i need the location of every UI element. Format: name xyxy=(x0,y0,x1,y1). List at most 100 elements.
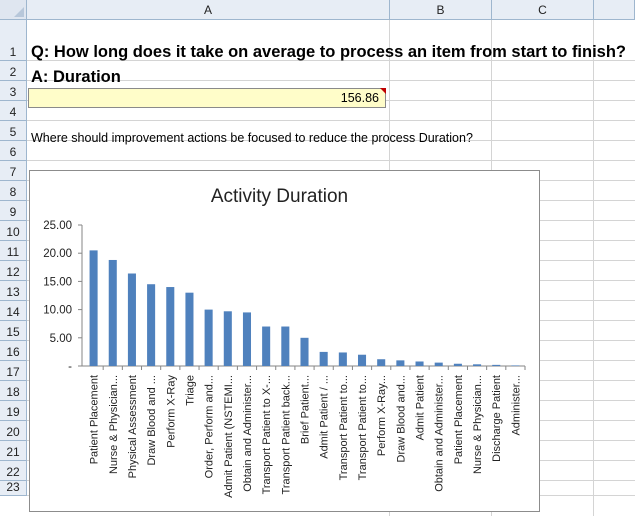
row-header-14[interactable]: 14 xyxy=(0,301,27,321)
x-tick-label: Discharge Patient xyxy=(491,375,503,462)
grid-row-line xyxy=(27,80,635,81)
bar-9 xyxy=(242,312,252,366)
row-header-1[interactable]: 1 xyxy=(0,20,27,61)
row-header-label: 7 xyxy=(9,165,17,179)
row-header-23[interactable]: 23 xyxy=(0,480,27,496)
comment-indicator-icon[interactable] xyxy=(380,88,386,94)
bar-11 xyxy=(281,326,290,366)
row-header-label: 15 xyxy=(6,325,20,339)
x-tick-label: Admit Patient / ... xyxy=(319,375,331,459)
x-tick-label: Obtain and Administer... xyxy=(242,375,254,492)
x-tick-label: Patient Placement xyxy=(453,375,465,464)
row-header-12[interactable]: 12 xyxy=(0,261,27,281)
column-header-overflow xyxy=(594,0,635,20)
row-header-8[interactable]: 8 xyxy=(0,181,27,201)
row-header-4[interactable]: 4 xyxy=(0,101,27,121)
row-header-15[interactable]: 15 xyxy=(0,321,27,341)
row-header-22[interactable]: 22 xyxy=(0,461,27,481)
bar-16 xyxy=(377,359,386,366)
bar-20 xyxy=(453,363,462,366)
bar-5 xyxy=(166,287,175,366)
row-header-16[interactable]: 16 xyxy=(0,341,27,361)
row-header-3[interactable]: 3 xyxy=(0,81,27,101)
column-header-b[interactable]: B xyxy=(390,0,492,20)
row-header-label: 19 xyxy=(6,405,20,419)
bar-14 xyxy=(338,352,347,366)
bar-1 xyxy=(89,250,98,366)
row-header-11[interactable]: 11 xyxy=(0,241,27,261)
chart-canvas: Activity Duration - 5.00 10.00 15.00 20.00 25.… xyxy=(43,186,526,498)
column-header-c[interactable]: C xyxy=(492,0,594,20)
x-tick-label: Admit Patient (NSTEMI... xyxy=(223,375,235,498)
x-tick-label: Transport Patient to... xyxy=(357,375,369,480)
row-header-label: 2 xyxy=(9,65,17,79)
y-tick-label: 25.00 xyxy=(43,220,72,232)
y-tick-label: 10.00 xyxy=(43,305,72,317)
cell-a3-duration-value[interactable]: 156.86 xyxy=(28,88,386,108)
bar-23 xyxy=(511,365,520,366)
bar-13 xyxy=(319,351,328,366)
row-header-10[interactable]: 10 xyxy=(0,221,27,241)
grid-row-line xyxy=(27,60,635,61)
column-header-a[interactable]: A xyxy=(27,0,390,20)
row-header-label: 20 xyxy=(6,425,20,439)
bar-7 xyxy=(204,309,213,366)
bar-3 xyxy=(127,273,136,366)
grid-row-line xyxy=(27,160,635,161)
grid-column-line xyxy=(593,20,594,516)
row-header-label: 4 xyxy=(9,105,17,119)
bar-18 xyxy=(415,361,424,366)
y-tick-label: 15.00 xyxy=(43,276,72,288)
row-header-label: 5 xyxy=(9,125,17,139)
row-header-label: 23 xyxy=(6,480,20,494)
x-tick-label: Nurse & Physician... xyxy=(472,375,484,474)
grid-row-line xyxy=(27,140,635,141)
x-tick-label: Draw Blood and ... xyxy=(146,375,158,466)
x-tick-label: Brief Patient... xyxy=(300,375,312,444)
row-header-label: 10 xyxy=(6,225,20,239)
x-tick-label: Triage xyxy=(184,375,196,406)
cell-a2-answer-label[interactable]: A: Duration xyxy=(31,68,121,86)
row-header-label: 1 xyxy=(9,45,17,59)
row-header-label: 3 xyxy=(9,85,17,99)
activity-duration-chart[interactable]: Activity Duration - 5.00 10.00 15.00 20.00 25.… xyxy=(29,170,540,512)
y-tick-label: 5.00 xyxy=(50,333,72,345)
row-header-2[interactable]: 2 xyxy=(0,61,27,81)
x-tick-label: Obtain and Administer... xyxy=(434,375,446,492)
row-header-21[interactable]: 21 xyxy=(0,441,27,461)
select-all-button[interactable] xyxy=(0,0,27,20)
row-header-19[interactable]: 19 xyxy=(0,401,27,421)
bar-22 xyxy=(492,364,501,366)
bar-6 xyxy=(185,292,194,366)
x-tick-label: Patient Placement xyxy=(89,375,101,464)
row-header-6[interactable]: 6 xyxy=(0,141,27,161)
row-header-13[interactable]: 13 xyxy=(0,281,27,301)
row-header-9[interactable]: 9 xyxy=(0,201,27,221)
row-header-label: 6 xyxy=(9,145,17,159)
x-tick-label: Transport Patient to X-... xyxy=(261,375,273,494)
bar-12 xyxy=(300,337,309,366)
grid-row-line xyxy=(27,120,635,121)
cell-a1-question[interactable]: Q: How long does it take on average to p… xyxy=(31,43,627,61)
row-header-label: 16 xyxy=(6,345,20,359)
bar-17 xyxy=(396,360,405,366)
bar-8 xyxy=(223,311,232,366)
row-header-label: 9 xyxy=(9,205,17,219)
row-header-label: 11 xyxy=(6,245,20,259)
row-header-label: 12 xyxy=(6,265,20,279)
row-header-18[interactable]: 18 xyxy=(0,381,27,401)
row-header-5[interactable]: 5 xyxy=(0,121,27,141)
x-tick-label: Transport Patient to... xyxy=(338,375,350,480)
row-header-label: 13 xyxy=(6,285,20,299)
cell-a5-prompt[interactable]: Where should improvement actions be focu… xyxy=(31,131,473,145)
x-tick-label: Transport Patient back... xyxy=(280,375,292,494)
duration-value-text: 156.86 xyxy=(340,91,379,105)
row-header-label: 22 xyxy=(6,465,20,479)
bar-19 xyxy=(434,362,443,366)
row-header-7[interactable]: 7 xyxy=(0,161,27,181)
x-tick-label: Physical Assessment xyxy=(127,375,139,478)
row-header-17[interactable]: 17 xyxy=(0,361,27,381)
row-header-label: 14 xyxy=(6,305,20,319)
row-header-20[interactable]: 20 xyxy=(0,421,27,441)
